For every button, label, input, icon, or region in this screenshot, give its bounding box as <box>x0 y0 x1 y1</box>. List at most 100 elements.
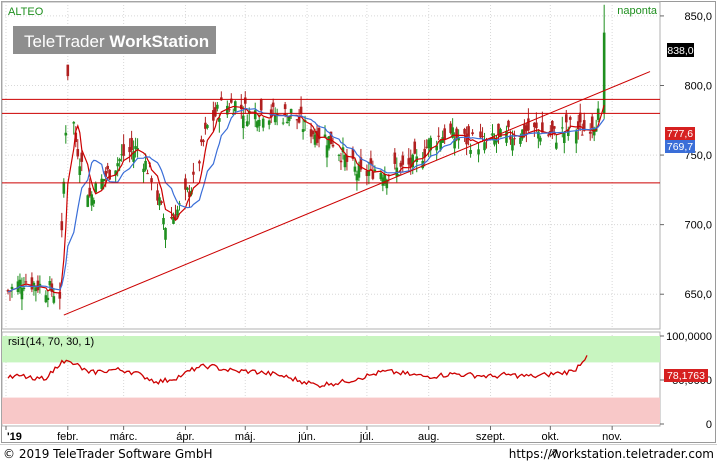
candle <box>170 216 173 219</box>
candle <box>323 134 327 138</box>
candle <box>443 128 446 140</box>
candle <box>479 131 482 138</box>
candle <box>76 149 80 157</box>
candle <box>511 139 514 151</box>
candle <box>343 155 347 168</box>
candle <box>261 118 265 128</box>
website-link[interactable]: https://workstation.teletrader.com <box>508 447 714 461</box>
red-level-badge: 777,6 <box>665 127 695 140</box>
svg-text:777,6: 777,6 <box>667 128 693 140</box>
candle <box>351 149 355 159</box>
instrument-title: ALTEO <box>8 6 44 18</box>
candle <box>114 170 117 176</box>
candle <box>576 121 580 130</box>
candle <box>259 99 263 111</box>
candle <box>423 148 427 158</box>
candle <box>341 147 345 153</box>
candle <box>64 132 68 136</box>
candle <box>116 163 119 167</box>
trendline <box>63 71 651 316</box>
candle <box>44 295 48 303</box>
candle <box>230 98 233 103</box>
candle <box>449 123 452 133</box>
candle <box>92 200 96 204</box>
candle <box>407 158 411 165</box>
candle <box>481 136 484 138</box>
candle <box>467 126 470 137</box>
y-tick-label: 750,0 <box>684 150 712 162</box>
candle <box>519 137 522 144</box>
candle <box>560 127 564 129</box>
candle <box>128 147 131 153</box>
candle <box>253 110 257 120</box>
x-tick-label: ápr. <box>176 431 194 443</box>
candle <box>192 171 195 175</box>
oversold-band <box>2 397 660 424</box>
candle <box>295 119 299 121</box>
candle <box>541 122 544 133</box>
y-tick-label: 700,0 <box>684 220 712 232</box>
candle <box>371 171 375 179</box>
candle <box>359 157 363 170</box>
candle <box>184 178 187 190</box>
candle <box>206 125 209 128</box>
candle <box>60 221 64 231</box>
x-tick-label: febr. <box>57 431 78 443</box>
candle <box>497 123 500 135</box>
candle <box>297 117 301 123</box>
candle <box>216 104 219 109</box>
candle <box>74 132 78 143</box>
chart-canvas: TeleTrader WorkStation ALTEO naponta 650… <box>1 1 716 443</box>
candle <box>164 227 167 240</box>
candle <box>289 108 293 114</box>
candle <box>507 120 510 128</box>
x-axis: '19 febr. márc. ápr. máj. jún. júl. aug. szept. o… <box>5 426 622 443</box>
external-link-icon: ↗ <box>548 446 559 461</box>
candle <box>381 177 385 186</box>
candle <box>373 169 377 172</box>
candle <box>46 297 50 301</box>
candle <box>132 151 135 162</box>
candle <box>204 122 207 129</box>
svg-text:78,1763: 78,1763 <box>667 370 705 382</box>
candle <box>134 146 137 149</box>
candle <box>20 287 24 300</box>
candle <box>533 122 536 128</box>
rsi-line <box>7 355 588 389</box>
candle <box>162 217 165 225</box>
candle <box>198 161 201 164</box>
candle <box>439 140 442 150</box>
candle <box>313 134 317 145</box>
candle <box>220 97 223 101</box>
svg-text:769,7: 769,7 <box>667 141 693 153</box>
candle <box>580 134 584 136</box>
candle <box>156 190 159 201</box>
candle <box>441 137 444 143</box>
candle <box>283 104 287 110</box>
candle <box>453 138 456 149</box>
candle <box>353 166 357 172</box>
candle <box>257 119 261 127</box>
y-tick-label: 850,0 <box>684 11 712 23</box>
candle <box>401 155 405 165</box>
candle <box>596 108 600 120</box>
candle <box>564 114 568 123</box>
candle <box>146 173 149 175</box>
candle <box>34 287 38 292</box>
candle <box>588 131 592 134</box>
candle <box>200 139 203 143</box>
x-tick-label: júl. <box>359 431 374 443</box>
ma-red-line <box>7 104 605 294</box>
candle <box>32 282 36 288</box>
candle <box>317 128 321 140</box>
candle <box>30 277 34 290</box>
x-tick-label: szept. <box>476 431 505 443</box>
candle <box>590 116 594 129</box>
candle <box>273 115 277 123</box>
candle <box>108 169 111 180</box>
footer: © 2019 TeleTrader Software GmbH ↗ https:… <box>0 444 717 464</box>
candle <box>228 109 231 111</box>
candle <box>90 194 94 206</box>
candle <box>329 131 333 145</box>
rsi-title: rsi1(14, 70, 30, 1) <box>8 336 94 348</box>
